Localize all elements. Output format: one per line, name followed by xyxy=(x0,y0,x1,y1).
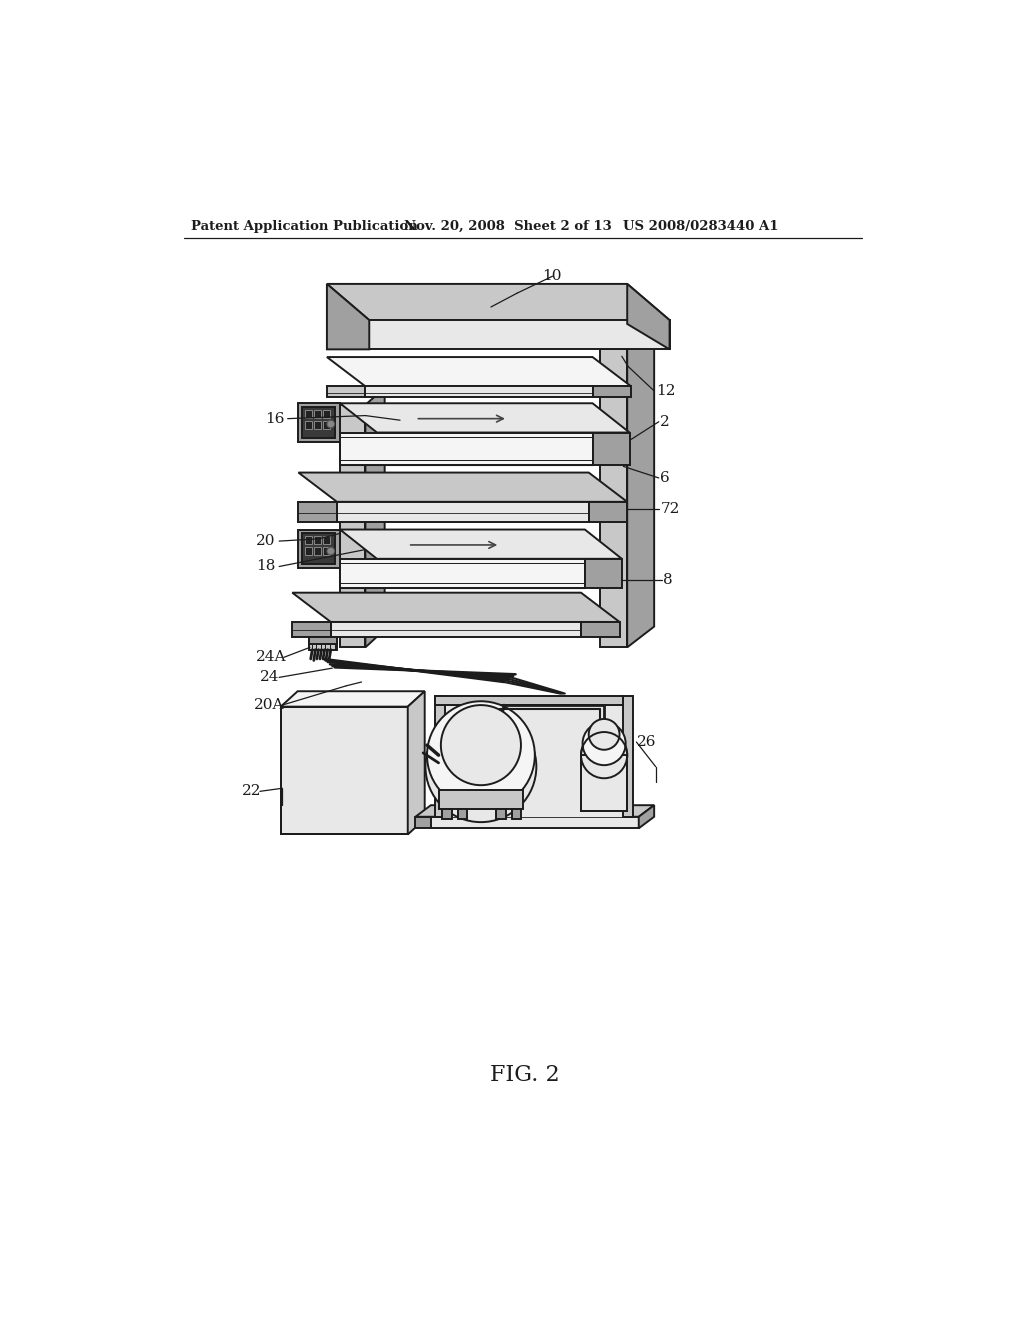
Polygon shape xyxy=(301,533,335,564)
Polygon shape xyxy=(497,809,506,818)
Polygon shape xyxy=(327,358,631,387)
Polygon shape xyxy=(340,433,593,465)
Polygon shape xyxy=(581,622,620,638)
Text: 20A: 20A xyxy=(254,698,285,711)
Circle shape xyxy=(327,420,335,428)
Polygon shape xyxy=(438,789,523,809)
Text: 12: 12 xyxy=(655,384,675,397)
Text: FIG. 2: FIG. 2 xyxy=(490,1064,559,1085)
Polygon shape xyxy=(366,387,593,397)
Polygon shape xyxy=(327,284,370,350)
Text: 16: 16 xyxy=(265,412,285,425)
Polygon shape xyxy=(431,817,639,829)
Circle shape xyxy=(441,705,521,785)
Polygon shape xyxy=(340,529,622,558)
Polygon shape xyxy=(323,548,330,554)
Text: 2: 2 xyxy=(660,414,670,429)
Text: 18: 18 xyxy=(256,560,275,573)
Polygon shape xyxy=(416,805,654,817)
Polygon shape xyxy=(337,502,589,521)
Text: 10: 10 xyxy=(543,269,562,284)
Text: Patent Application Publication: Patent Application Publication xyxy=(190,219,418,232)
Polygon shape xyxy=(370,321,670,350)
Polygon shape xyxy=(313,536,321,544)
Polygon shape xyxy=(281,706,408,834)
Text: US 2008/0283440 A1: US 2008/0283440 A1 xyxy=(624,219,779,232)
Polygon shape xyxy=(327,387,366,397)
Polygon shape xyxy=(628,323,654,647)
Text: 8: 8 xyxy=(664,573,673,587)
Polygon shape xyxy=(435,696,444,817)
Circle shape xyxy=(589,719,620,750)
Polygon shape xyxy=(512,809,521,818)
Polygon shape xyxy=(304,411,311,418)
Circle shape xyxy=(581,733,628,779)
Polygon shape xyxy=(444,705,624,817)
Polygon shape xyxy=(323,411,330,418)
Text: Nov. 20, 2008  Sheet 2 of 13: Nov. 20, 2008 Sheet 2 of 13 xyxy=(403,219,611,232)
Polygon shape xyxy=(313,548,321,554)
Polygon shape xyxy=(408,692,425,834)
Polygon shape xyxy=(585,558,622,589)
Polygon shape xyxy=(304,421,311,429)
Circle shape xyxy=(425,711,537,822)
Text: 6: 6 xyxy=(660,471,670,484)
Polygon shape xyxy=(323,536,330,544)
Polygon shape xyxy=(435,696,624,705)
Polygon shape xyxy=(600,350,628,647)
Circle shape xyxy=(583,722,626,766)
Polygon shape xyxy=(304,548,311,554)
Polygon shape xyxy=(327,284,670,321)
Polygon shape xyxy=(313,411,321,418)
Text: 20: 20 xyxy=(256,535,275,548)
Polygon shape xyxy=(442,809,452,818)
Polygon shape xyxy=(281,692,425,706)
Polygon shape xyxy=(589,502,628,521)
Text: 72: 72 xyxy=(660,502,680,516)
Polygon shape xyxy=(292,622,331,638)
Polygon shape xyxy=(298,473,628,502)
Polygon shape xyxy=(639,805,654,829)
Polygon shape xyxy=(301,407,335,438)
Polygon shape xyxy=(340,405,366,647)
Circle shape xyxy=(427,701,535,809)
Polygon shape xyxy=(298,529,340,568)
Polygon shape xyxy=(416,817,431,829)
Polygon shape xyxy=(581,755,628,812)
Polygon shape xyxy=(304,536,311,544)
Polygon shape xyxy=(438,721,500,751)
Text: 22: 22 xyxy=(243,784,262,799)
Polygon shape xyxy=(331,622,581,638)
Polygon shape xyxy=(366,388,385,647)
Circle shape xyxy=(327,548,335,554)
Polygon shape xyxy=(628,284,670,350)
Polygon shape xyxy=(340,404,630,433)
Polygon shape xyxy=(340,558,585,589)
Polygon shape xyxy=(593,387,631,397)
Text: 24A: 24A xyxy=(256,651,287,664)
Polygon shape xyxy=(309,640,337,649)
Polygon shape xyxy=(292,593,620,622)
Polygon shape xyxy=(298,404,340,442)
Polygon shape xyxy=(593,433,630,465)
Text: 24: 24 xyxy=(260,671,280,684)
Polygon shape xyxy=(298,502,337,521)
Polygon shape xyxy=(327,321,370,350)
Text: 26: 26 xyxy=(637,735,656,748)
Polygon shape xyxy=(309,638,337,644)
Polygon shape xyxy=(313,421,321,429)
Polygon shape xyxy=(458,809,467,818)
Polygon shape xyxy=(624,696,634,817)
Polygon shape xyxy=(323,421,330,429)
